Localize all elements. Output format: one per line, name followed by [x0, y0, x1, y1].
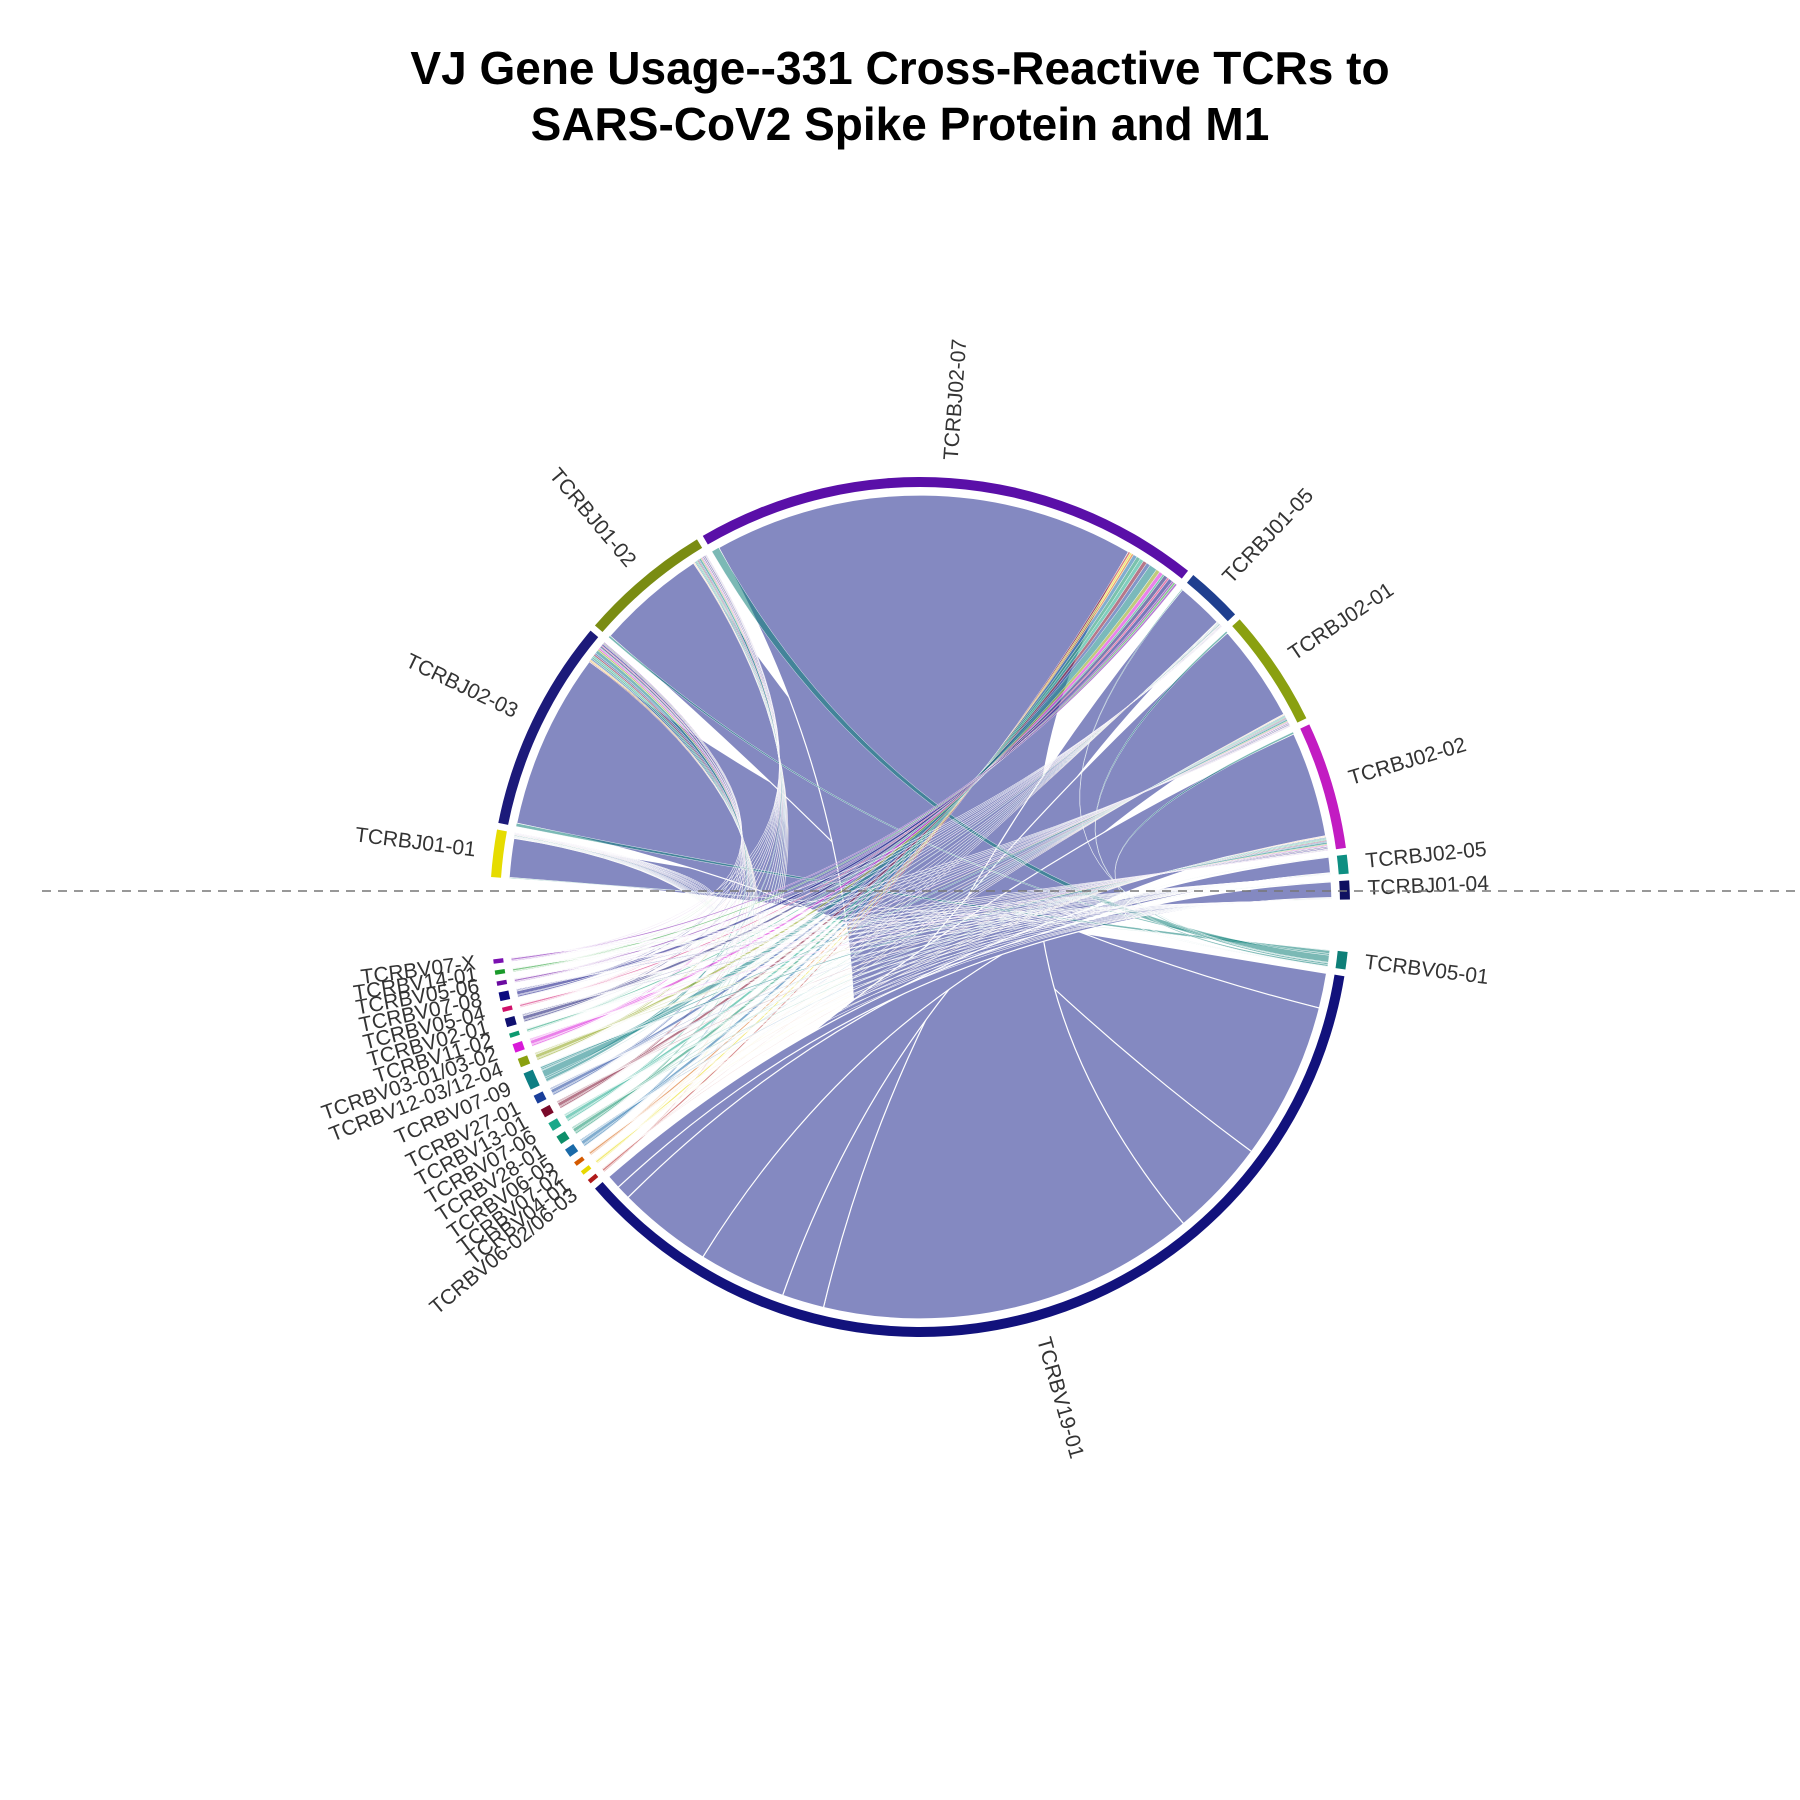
link-tcrbj01-04-to-tcrbv07-09: [539, 898, 1333, 1067]
v-segment-tcrbv07-06: [548, 1118, 562, 1131]
link-tcrbj02-02-to-tcrbv07-x: [510, 849, 1329, 958]
v-segment-tcrbv07-08: [498, 990, 511, 1002]
j-label-tcrbj02-02: TCRBJ02-02: [1346, 733, 1469, 790]
link-tcrbj02-07-to-tcrbv07-x: [510, 583, 1178, 961]
chart-title: VJ Gene Usage--331 Cross-Reactive TCRs t…: [0, 40, 1800, 152]
link-tcrbj01-04-to-tcrbv19-01: [607, 881, 1333, 1189]
link-tcrbj02-05-to-tcrbv05-01: [1124, 856, 1330, 967]
j-label-tcrbj01-01: TCRBJ01-01: [354, 823, 477, 861]
v-segment-tcrbv11-02: [509, 1030, 520, 1038]
chart-title-line-2: SARS-CoV2 Spike Protein and M1: [530, 98, 1270, 150]
link-tcrbj01-04-to-tcrbv07-x: [510, 899, 1333, 958]
v-segment-tcrbv12-03-12-04: [517, 1055, 531, 1068]
j-label-tcrbj02-01: TCRBJ02-01: [1284, 578, 1397, 665]
v-segment-tcrbv13-01: [540, 1104, 554, 1118]
link-tcrbj01-04-to-tcrbv28-01: [571, 897, 1333, 1128]
j-segment-tcrbj02-03: [498, 630, 599, 825]
j-label-tcrbj01-04: TCRBJ01-04: [1367, 872, 1490, 900]
link-tcrbj01-04-to-tcrbv27-01: [549, 898, 1333, 1089]
j-segment-tcrbj02-05: [1336, 854, 1349, 875]
j-segment-tcrbj02-02: [1300, 724, 1346, 850]
link-tcrbj01-04-to-tcrbv02-01: [521, 899, 1333, 1015]
link-tcrbj02-05-to-tcrbv19-01: [617, 856, 1332, 1199]
v-segment-tcrbv07-x: [493, 958, 504, 964]
link-tcrbj01-01-to-tcrbv02-01: [514, 833, 720, 1023]
v-segment-tcrbv05-06: [496, 979, 508, 986]
link-tcrbj01-04-to-tcrbv07-02: [588, 897, 1333, 1153]
link-tcrbj01-04-to-tcrbv03-01-03-02: [529, 898, 1333, 1039]
v-segment-tcrbv06-05: [565, 1144, 579, 1157]
j-segment-tcrbj01-02: [594, 539, 703, 633]
link-tcrbj01-04-to-tcrbv06-02-06-03: [601, 897, 1333, 1169]
link-tcrbj02-07-to-tcrbv05-01: [711, 547, 1330, 963]
j-segment-tcrbj01-04: [1339, 880, 1350, 900]
link-tcrbj01-04-to-tcrbv07-08: [515, 899, 1333, 990]
j-segment-tcrbj02-01: [1232, 619, 1307, 723]
v-label-tcrbv05-01: TCRBV05-01: [1363, 951, 1490, 989]
link-tcrbj01-04-to-tcrbv11-02: [526, 898, 1333, 1029]
v-segment-tcrbv07-09: [523, 1069, 540, 1090]
link-tcrbj01-04-to-tcrbv04-01: [594, 897, 1333, 1161]
j-segment-tcrbj01-01: [491, 829, 507, 878]
link-tcrbj01-02-to-tcrbv05-01: [608, 635, 1330, 956]
v-segment-tcrbv04-01: [580, 1165, 592, 1175]
j-label-tcrbj01-02: TCRBJ01-02: [545, 464, 641, 572]
v-segment-tcrbv05-01: [1335, 950, 1348, 970]
j-label-tcrbj01-05: TCRBJ01-05: [1218, 484, 1318, 588]
v-segment-tcrbv05-04: [501, 1005, 513, 1013]
link-tcrbj02-02-to-tcrbv05-01: [1114, 731, 1329, 967]
v-segment-tcrbv07-02: [574, 1156, 585, 1166]
j-segment-tcrbj01-05: [1186, 575, 1236, 622]
link-tcrbj01-01-to-tcrbv03-01-03-02: [514, 834, 722, 1047]
v-segment-tcrbv06-02-06-03: [587, 1173, 599, 1184]
j-label-tcrbj02-03: TCRBJ02-03: [402, 649, 521, 722]
link-tcrbj01-05-to-tcrbv07-09: [541, 623, 1221, 1072]
link-tcrbj01-04-to-tcrbv12-03-12-04: [534, 898, 1333, 1053]
chord-links: [508, 494, 1333, 1320]
v-segment-tcrbv02-01: [504, 1015, 517, 1028]
v-segment-tcrbv14-01: [494, 969, 506, 975]
v-segment-tcrbv03-01-03-02: [512, 1041, 525, 1053]
chord-segments: [491, 477, 1350, 1337]
link-tcrbj01-04-to-tcrbv14-01: [512, 899, 1333, 969]
link-tcrbj01-04-to-tcrbv06-05: [579, 897, 1333, 1140]
link-tcrbj02-01-to-tcrbv07-x: [510, 725, 1291, 959]
link-tcrbj01-01-to-tcrbv12-03-12-04: [514, 834, 724, 1061]
link-tcrbj01-01-to-tcrbv05-01: [508, 877, 1330, 951]
link-tcrbj01-04-to-tcrbv07-06: [563, 897, 1333, 1115]
link-tcrbj01-05-to-tcrbv05-01: [1079, 588, 1329, 964]
v-segment-tcrbv27-01: [533, 1091, 547, 1104]
j-label-tcrbj02-07: TCRBJ02-07: [940, 338, 972, 461]
v-label-tcrbv19-01: TCRBV19-01: [1032, 1335, 1088, 1461]
link-tcrbj01-04-to-tcrbv05-06: [514, 899, 1333, 979]
link-tcrbj01-04-to-tcrbv13-01: [556, 898, 1333, 1102]
link-tcrbj01-04-to-tcrbv05-04: [519, 899, 1333, 1004]
v-segment-tcrbv28-01: [556, 1131, 570, 1145]
chart-title-line-1: VJ Gene Usage--331 Cross-Reactive TCRs t…: [410, 42, 1390, 94]
j-label-tcrbj02-05: TCRBJ02-05: [1365, 838, 1488, 873]
